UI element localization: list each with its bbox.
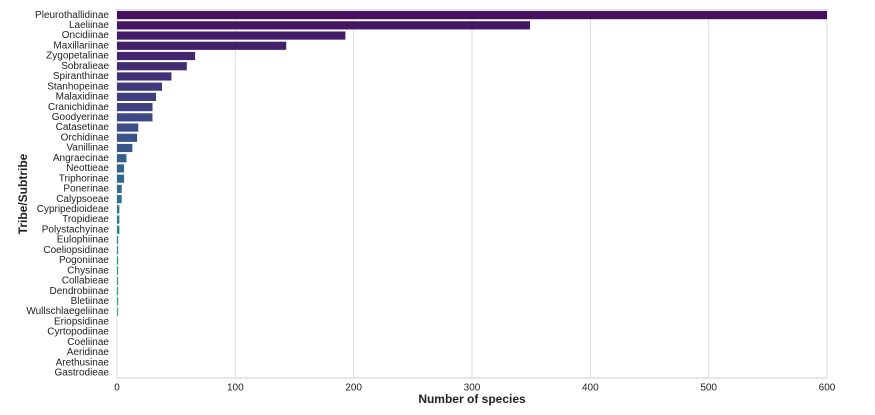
bar (117, 62, 187, 71)
y-tick-label: Cypripedioideae (37, 204, 110, 215)
y-tick-label: Bletiinae (71, 296, 110, 307)
bar (117, 123, 139, 132)
bar (117, 11, 827, 20)
bar (117, 103, 153, 112)
x-tick-label: 500 (700, 383, 717, 394)
y-tick-label: Goodyerinae (52, 112, 110, 123)
y-tick-label: Eulophiinae (57, 235, 110, 246)
bar (117, 41, 287, 50)
y-axis-title: Tribe/Subtribe (16, 153, 30, 234)
x-tick-label: 300 (464, 383, 481, 394)
bar (117, 174, 125, 183)
y-tick-label: Maxillariinae (53, 40, 109, 51)
bar (117, 113, 153, 122)
bar (117, 215, 120, 224)
y-tick-label: Dendrobiinae (50, 286, 110, 297)
y-tick-label: Stanhopeinae (47, 81, 109, 92)
bar (117, 256, 119, 265)
bar (117, 287, 119, 296)
x-tick-label: 200 (345, 383, 362, 394)
bar (117, 297, 119, 306)
y-tick-label: Oncidiinae (62, 30, 110, 41)
bar (117, 266, 119, 275)
bar (117, 51, 196, 61)
y-tick-label: Wullschlaegeliinae (26, 306, 109, 317)
bar (117, 195, 122, 204)
y-tick-label: Laeliinae (69, 20, 109, 31)
y-tick-label: Polystachyinae (42, 224, 110, 235)
bar (117, 235, 119, 245)
y-tick-label: Vanillinae (66, 143, 109, 154)
bar (117, 154, 127, 163)
y-tick-label: Spiranthinae (53, 71, 110, 82)
y-tick-label: Eriopsidinae (54, 316, 109, 327)
bar (117, 72, 172, 81)
y-tick-label: Orchidinae (61, 132, 110, 143)
bar (117, 307, 119, 316)
bar (117, 225, 120, 234)
y-tick-label: Aeridinae (67, 347, 110, 358)
bar (117, 92, 157, 101)
x-axis-title: Number of species (418, 392, 526, 406)
y-tick-label: Sobralieae (61, 61, 109, 72)
y-tick-label: Angraecinae (53, 153, 110, 164)
bar (117, 184, 122, 193)
y-tick-label: Chysinae (67, 265, 109, 276)
y-tick-label: Cyrtopodiinae (47, 327, 109, 338)
bar (117, 276, 119, 285)
y-tick-label: Arethusinae (56, 357, 110, 368)
bar (117, 246, 119, 255)
y-tick-label: Coeliopsidinae (43, 245, 109, 256)
y-tick-label: Calypsoeae (56, 194, 109, 205)
x-tick-label: 0 (114, 383, 120, 394)
y-tick-label: Neottieae (66, 163, 109, 174)
y-tick-label: Collabieae (62, 276, 110, 287)
y-tick-label: Pogoniinae (59, 255, 109, 266)
bar (117, 164, 125, 173)
bar (117, 133, 138, 142)
y-tick-label: Coeliinae (67, 337, 109, 348)
y-tick-label: Catasetinae (56, 122, 110, 133)
x-tick-label: 600 (819, 383, 836, 394)
bar (117, 31, 346, 40)
y-tick-label: Ponerinae (63, 184, 109, 195)
bar (117, 143, 133, 153)
y-tick-label: Triphorinae (59, 173, 110, 184)
y-tick-label: Gastrodieae (55, 368, 110, 379)
y-tick-label: Pleurothallidinae (35, 10, 109, 21)
bar (117, 205, 120, 214)
bar (117, 82, 162, 91)
y-tick-label: Zygopetalinae (46, 51, 109, 62)
y-tick-label: Cranichidinae (48, 102, 110, 113)
y-tick-label: Tropidieae (62, 214, 109, 225)
bar (117, 21, 530, 30)
x-tick-label: 100 (227, 383, 244, 394)
y-tick-label: Malaxidinae (56, 92, 110, 103)
x-tick-label: 400 (582, 383, 599, 394)
